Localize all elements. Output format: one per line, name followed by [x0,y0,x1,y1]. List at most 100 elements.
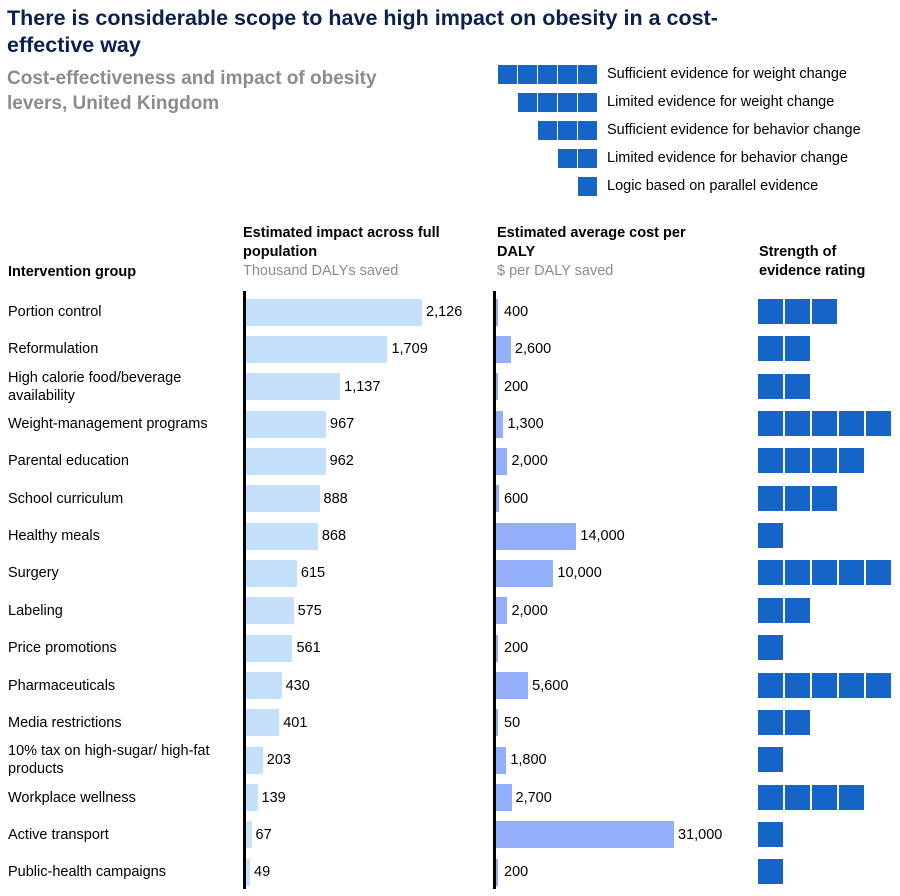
evidence-square [758,709,783,735]
legend-square [518,65,537,84]
impact-value-label: 561 [296,640,321,657]
header-evidence-title: Strength of evidence rating [759,244,866,279]
intervention-label: Media restrictions [8,714,122,731]
legend-square [558,121,577,140]
legend-square [558,149,577,168]
evidence-square [785,672,810,698]
impact-value-label: 1,137 [344,378,381,395]
evidence-square [758,821,783,847]
legend-square [558,65,577,84]
evidence-square [839,411,864,437]
impact-bar [246,410,327,438]
evidence-square [785,709,810,735]
legend-label: Logic based on parallel evidence [607,178,819,194]
cost-axis-line [493,291,496,889]
cost-bar [496,597,508,625]
evidence-square [866,411,891,437]
evidence-square [785,784,810,810]
impact-bar [246,485,320,513]
cost-value-label: 200 [504,640,529,657]
impact-bar [246,559,297,587]
intervention-label: Healthy meals [8,528,100,545]
impact-value-label: 962 [329,453,354,470]
legend-square [558,93,577,112]
impact-bar [246,298,422,326]
evidence-square [812,784,837,810]
evidence-square [812,448,837,474]
evidence-square [839,784,864,810]
cost-value-label: 1,800 [510,752,547,769]
impact-value-label: 888 [323,490,348,507]
intervention-label: Price promotions [8,640,117,657]
cost-bar [496,410,504,438]
impact-value-label: 203 [266,752,291,769]
evidence-square [812,485,837,511]
impact-bar [246,597,294,625]
intervention-label: Labeling [8,602,63,619]
evidence-square [812,560,837,586]
impact-value-label: 401 [283,714,308,731]
cost-bar [496,672,529,699]
cost-bar [496,709,498,737]
cost-bar [496,634,498,662]
evidence-square [812,672,837,698]
impact-bar [246,672,282,699]
header-cost-unit: $ per DALY saved [497,263,614,279]
header-cost-title: Estimated average cost per DALY [497,225,686,260]
header-evidence: Strength of evidence rating [759,243,889,281]
legend-square [538,93,557,112]
impact-axis-line [243,291,246,889]
legend-label: Limited evidence for behavior change [607,150,849,166]
intervention-label: Parental education [8,453,129,470]
header-impact-title: Estimated impact across full population [243,225,440,260]
impact-value-label: 139 [261,789,286,806]
impact-value-label: 615 [300,565,326,582]
intervention-label: 10% tax on high-sugar/ high-fat products [8,743,210,778]
intervention-label: Active transport [8,826,109,843]
intervention-label: Portion control [8,304,102,320]
cost-value-label: 31,000 [678,826,723,843]
header-impact: Estimated impact across full population … [243,224,443,281]
evidence-square [785,336,810,362]
chart-title: There is considerable scope to have high… [7,6,718,57]
cost-bar [496,858,498,886]
evidence-square [812,411,837,437]
evidence-square [758,560,783,586]
cost-value-label: 2,000 [511,602,548,619]
cost-bar [496,746,507,774]
evidence-square [758,299,783,324]
cost-value-label: 400 [504,304,529,320]
intervention-label: Reformulation [8,341,99,358]
evidence-square [758,597,783,623]
header-group-label: Intervention group [8,264,137,280]
legend-square [578,177,597,196]
evidence-square [758,448,783,474]
header-cost: Estimated average cost per DALY $ per DA… [497,224,697,281]
legend-square [578,149,597,168]
impact-value-label: 67 [255,826,272,843]
impact-bar [246,522,318,550]
evidence-square [785,299,810,324]
evidence-square [839,560,864,586]
cost-value-label: 2,700 [515,789,552,806]
impact-value-label: 967 [330,416,355,433]
evidence-square [785,411,810,437]
impact-bar [246,447,326,475]
impact-value-label: 430 [285,677,310,694]
evidence-square [758,747,783,773]
evidence-square [758,672,783,698]
evidence-square [785,560,810,586]
cost-bar [496,335,511,363]
legend-square [538,65,557,84]
impact-bar [246,858,251,886]
cost-bar [496,373,498,401]
evidence-square [758,411,783,437]
cost-bar [496,447,508,475]
evidence-square [812,299,837,324]
impact-value-label: 49 [254,864,271,881]
impact-bar [246,821,252,849]
cost-value-label: 2,600 [514,341,552,358]
impact-bar [246,784,258,812]
cost-bar [496,821,674,849]
evidence-square [866,672,891,698]
